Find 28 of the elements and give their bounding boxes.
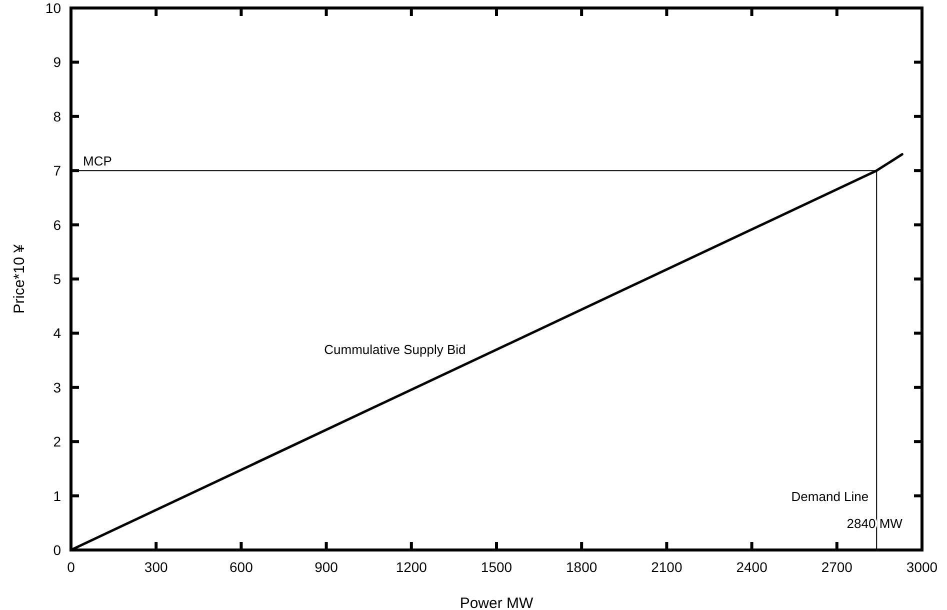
ref-line-label: MCP — [83, 154, 112, 169]
ref-line-label: Demand Line — [791, 489, 869, 504]
x-tick-label: 2700 — [821, 559, 853, 575]
y-axis-title: Price*10 ¥ — [11, 244, 28, 314]
x-tick-label: 2400 — [736, 559, 768, 575]
series-label: Cummulative Supply Bid — [324, 342, 466, 358]
y-tick-label: 1 — [53, 488, 62, 504]
y-tick-label: 6 — [53, 216, 62, 233]
y-tick-label: 2 — [53, 434, 62, 450]
x-tick-label: 1800 — [566, 559, 598, 575]
y-tick-label: 4 — [53, 325, 62, 342]
y-tick-label: 0 — [53, 542, 62, 558]
x-axis-title: Power MW — [460, 595, 534, 610]
y-tick-label: 9 — [53, 54, 62, 70]
x-tick-label: 300 — [144, 559, 168, 575]
y-tick-label: 7 — [53, 162, 62, 179]
y-tick-label: 5 — [53, 271, 62, 287]
x-tick-label: 900 — [314, 559, 338, 575]
y-tick-label: 8 — [53, 108, 62, 124]
x-tick-label: 3000 — [906, 559, 938, 575]
y-tick-label: 10 — [45, 0, 62, 16]
y-tick-label: 3 — [53, 379, 62, 396]
x-tick-label: 1200 — [396, 559, 428, 575]
x-tick-label: 0 — [67, 559, 76, 575]
x-tick-label: 2100 — [651, 559, 682, 575]
annotation: 2840 MW — [846, 516, 904, 531]
x-tick-label: 600 — [230, 559, 254, 575]
x-tick-label: 1500 — [480, 559, 512, 575]
